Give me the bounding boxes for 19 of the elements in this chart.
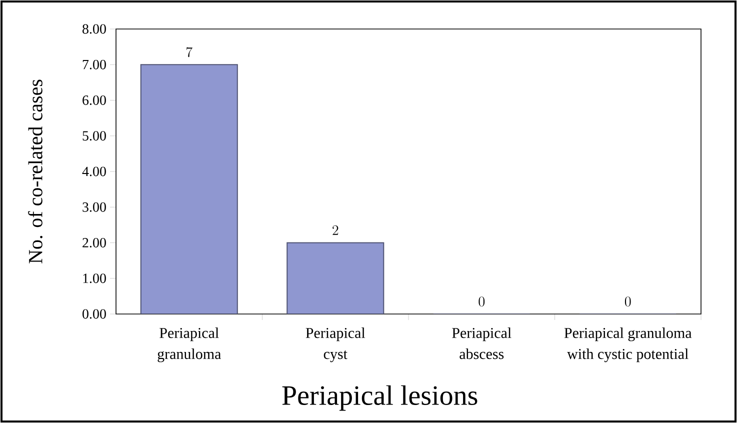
y-tick-label: 4.00: [82, 166, 106, 176]
y-tick-label: 5.00: [82, 131, 106, 141]
data-label: 0: [478, 296, 485, 306]
y-tick-label: 0.00: [82, 309, 106, 319]
data-label: 7: [186, 47, 192, 58]
x-tick-label: Periapical granuloma with cystic potential: [564, 328, 692, 362]
y-tick-label: 8.00: [82, 24, 106, 34]
y-tick-label: 6.00: [82, 95, 106, 106]
y-tick-label: 3.00: [82, 202, 106, 212]
y-axis-title: No. of co-related cases: [28, 80, 42, 264]
data-label: 0: [624, 296, 631, 306]
x-tick-label: Periapical abscess: [452, 328, 512, 360]
x-tick-label: Periapical granuloma: [158, 328, 222, 362]
x-axis-title: Periapical lesions: [282, 385, 478, 411]
data-label: 2: [332, 225, 338, 235]
x-tick-label: Periapical cyst: [306, 328, 366, 362]
y-tick-label: 7.00: [82, 60, 106, 70]
y-tick-label: 1.00: [83, 274, 106, 284]
y-tick-label: 2.00: [82, 238, 106, 248]
